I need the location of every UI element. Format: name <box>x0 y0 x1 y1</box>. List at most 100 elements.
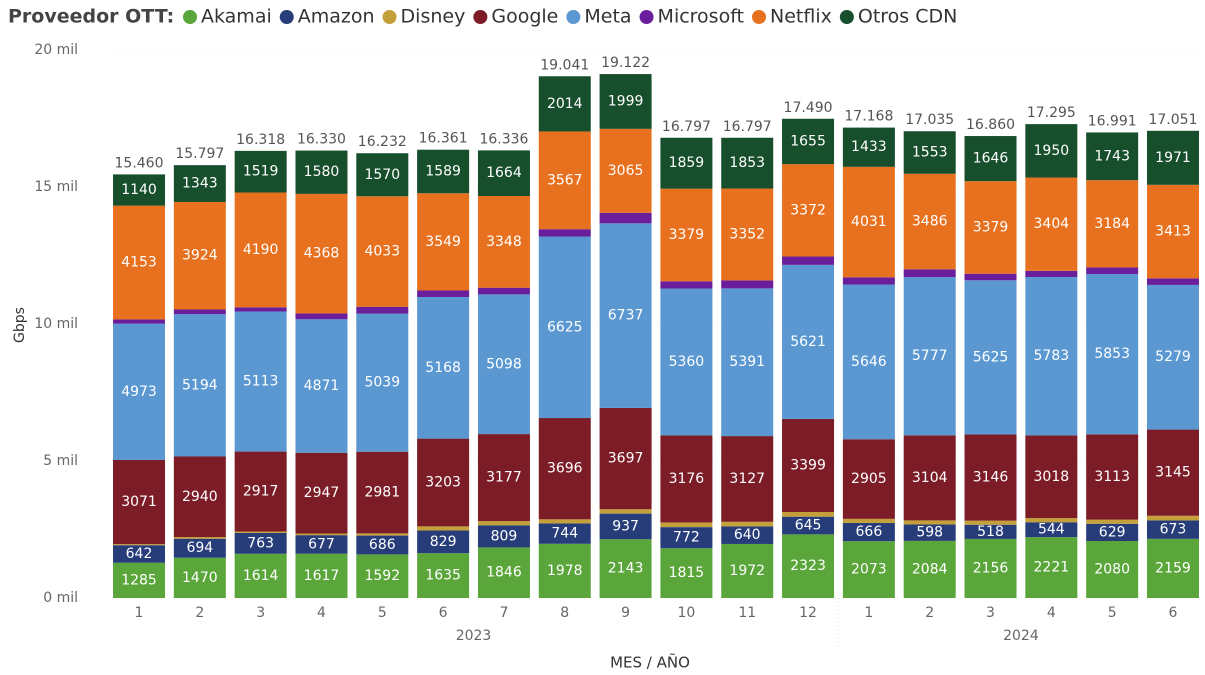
data-label: 3127 <box>729 471 765 487</box>
bar-segment <box>1146 515 1199 521</box>
bar-segment <box>660 188 713 282</box>
bar-segment <box>173 537 226 539</box>
data-label: 1635 <box>425 568 461 584</box>
bar-segment <box>417 149 470 194</box>
data-label: 4031 <box>851 214 887 230</box>
bar-segment <box>417 553 470 598</box>
bar-segment <box>903 435 956 521</box>
data-label: 5279 <box>1155 349 1191 365</box>
data-label: 2159 <box>1155 560 1191 576</box>
total-label: 15.460 <box>115 155 164 171</box>
data-label: 2981 <box>364 485 400 501</box>
data-label: 694 <box>186 540 213 556</box>
data-label: 5391 <box>729 354 765 370</box>
legend-swatch <box>279 10 294 24</box>
bar-segment <box>417 530 470 554</box>
bar-segment <box>417 438 470 527</box>
x-tick-label: 5 <box>378 605 387 621</box>
data-label: 829 <box>430 534 457 550</box>
data-label: 809 <box>491 528 518 544</box>
bar-segment <box>417 193 470 291</box>
data-label: 686 <box>369 537 396 553</box>
data-label: 5777 <box>912 348 948 364</box>
bar-segment <box>1025 522 1078 538</box>
data-label: 1580 <box>304 164 340 180</box>
data-label: 629 <box>1099 524 1126 540</box>
data-label: 2221 <box>1034 560 1070 576</box>
bar-segment <box>599 539 652 598</box>
bar-segment <box>842 522 895 542</box>
bar-segment <box>903 269 956 278</box>
bar-segment <box>842 284 895 440</box>
bar-segment <box>1146 278 1199 285</box>
x-axis-title: MES / AÑO <box>610 653 690 672</box>
bar-segment <box>599 128 652 213</box>
legend-swatch <box>473 10 488 24</box>
bar-segment <box>721 280 774 289</box>
bar-segment <box>721 521 774 527</box>
data-label: 3177 <box>486 470 522 486</box>
bar-segment <box>538 229 591 237</box>
bar-segment <box>660 435 713 523</box>
total-label: 17.168 <box>844 109 893 125</box>
data-label: 3113 <box>1094 469 1130 485</box>
x-tick-label: 1 <box>864 605 873 621</box>
bar-segment <box>599 223 652 408</box>
data-label: 2073 <box>851 562 887 578</box>
bar-segment <box>356 313 409 452</box>
data-label: 3379 <box>973 219 1009 235</box>
data-label: 1978 <box>547 563 583 579</box>
bar-segment <box>964 136 1017 182</box>
data-label: 1646 <box>973 151 1009 167</box>
data-label: 544 <box>1038 522 1065 538</box>
bar-segment <box>903 277 956 436</box>
bar-segment <box>842 439 895 519</box>
data-label: 1617 <box>304 568 340 584</box>
bar-segment <box>599 513 652 540</box>
data-label: 2917 <box>243 484 279 500</box>
bar-segment <box>1025 177 1078 271</box>
data-label: 3176 <box>669 471 705 487</box>
data-label: 677 <box>308 536 335 552</box>
data-label: 6625 <box>547 319 583 335</box>
bar-segment <box>964 538 1017 598</box>
data-label: 763 <box>247 535 274 551</box>
data-label: 3697 <box>608 451 644 467</box>
y-axis-title: Gbps <box>12 307 28 343</box>
bar-segment <box>295 535 348 554</box>
bar-segment <box>782 534 835 598</box>
data-label: 4973 <box>121 384 157 400</box>
bar-segment <box>660 281 713 289</box>
legend-label: Netflix <box>770 6 832 28</box>
bar-segment <box>477 525 530 548</box>
data-label: 3065 <box>608 163 644 179</box>
data-label: 645 <box>795 518 822 534</box>
bar-segment <box>964 520 1017 525</box>
bar-segment <box>538 523 591 544</box>
x-tick-label: 6 <box>1169 605 1178 621</box>
data-label: 1285 <box>121 572 157 588</box>
data-label: 642 <box>126 546 153 562</box>
y-tick-label: 15 mil <box>34 179 78 195</box>
data-label: 2940 <box>182 489 218 505</box>
data-label: 3399 <box>790 457 826 473</box>
legend-label: Google <box>491 6 558 28</box>
data-label: 4153 <box>121 255 157 271</box>
bar-segment <box>964 524 1017 539</box>
bar-segment <box>356 306 409 314</box>
bar-segment <box>538 131 591 230</box>
data-label: 5168 <box>425 360 461 376</box>
total-label: 15.797 <box>175 146 224 162</box>
bar-segment <box>417 290 470 298</box>
total-label: 16.318 <box>236 132 285 148</box>
bar-segment <box>538 418 591 520</box>
bar-segment <box>599 407 652 510</box>
legend-label: Amazon <box>298 6 375 28</box>
bar-segment <box>113 323 166 460</box>
data-label: 744 <box>551 526 578 542</box>
data-label: 3486 <box>912 214 948 230</box>
bar-segment <box>1025 537 1078 598</box>
legend-label: Akamai <box>201 6 272 28</box>
bar-segment <box>1146 538 1199 598</box>
